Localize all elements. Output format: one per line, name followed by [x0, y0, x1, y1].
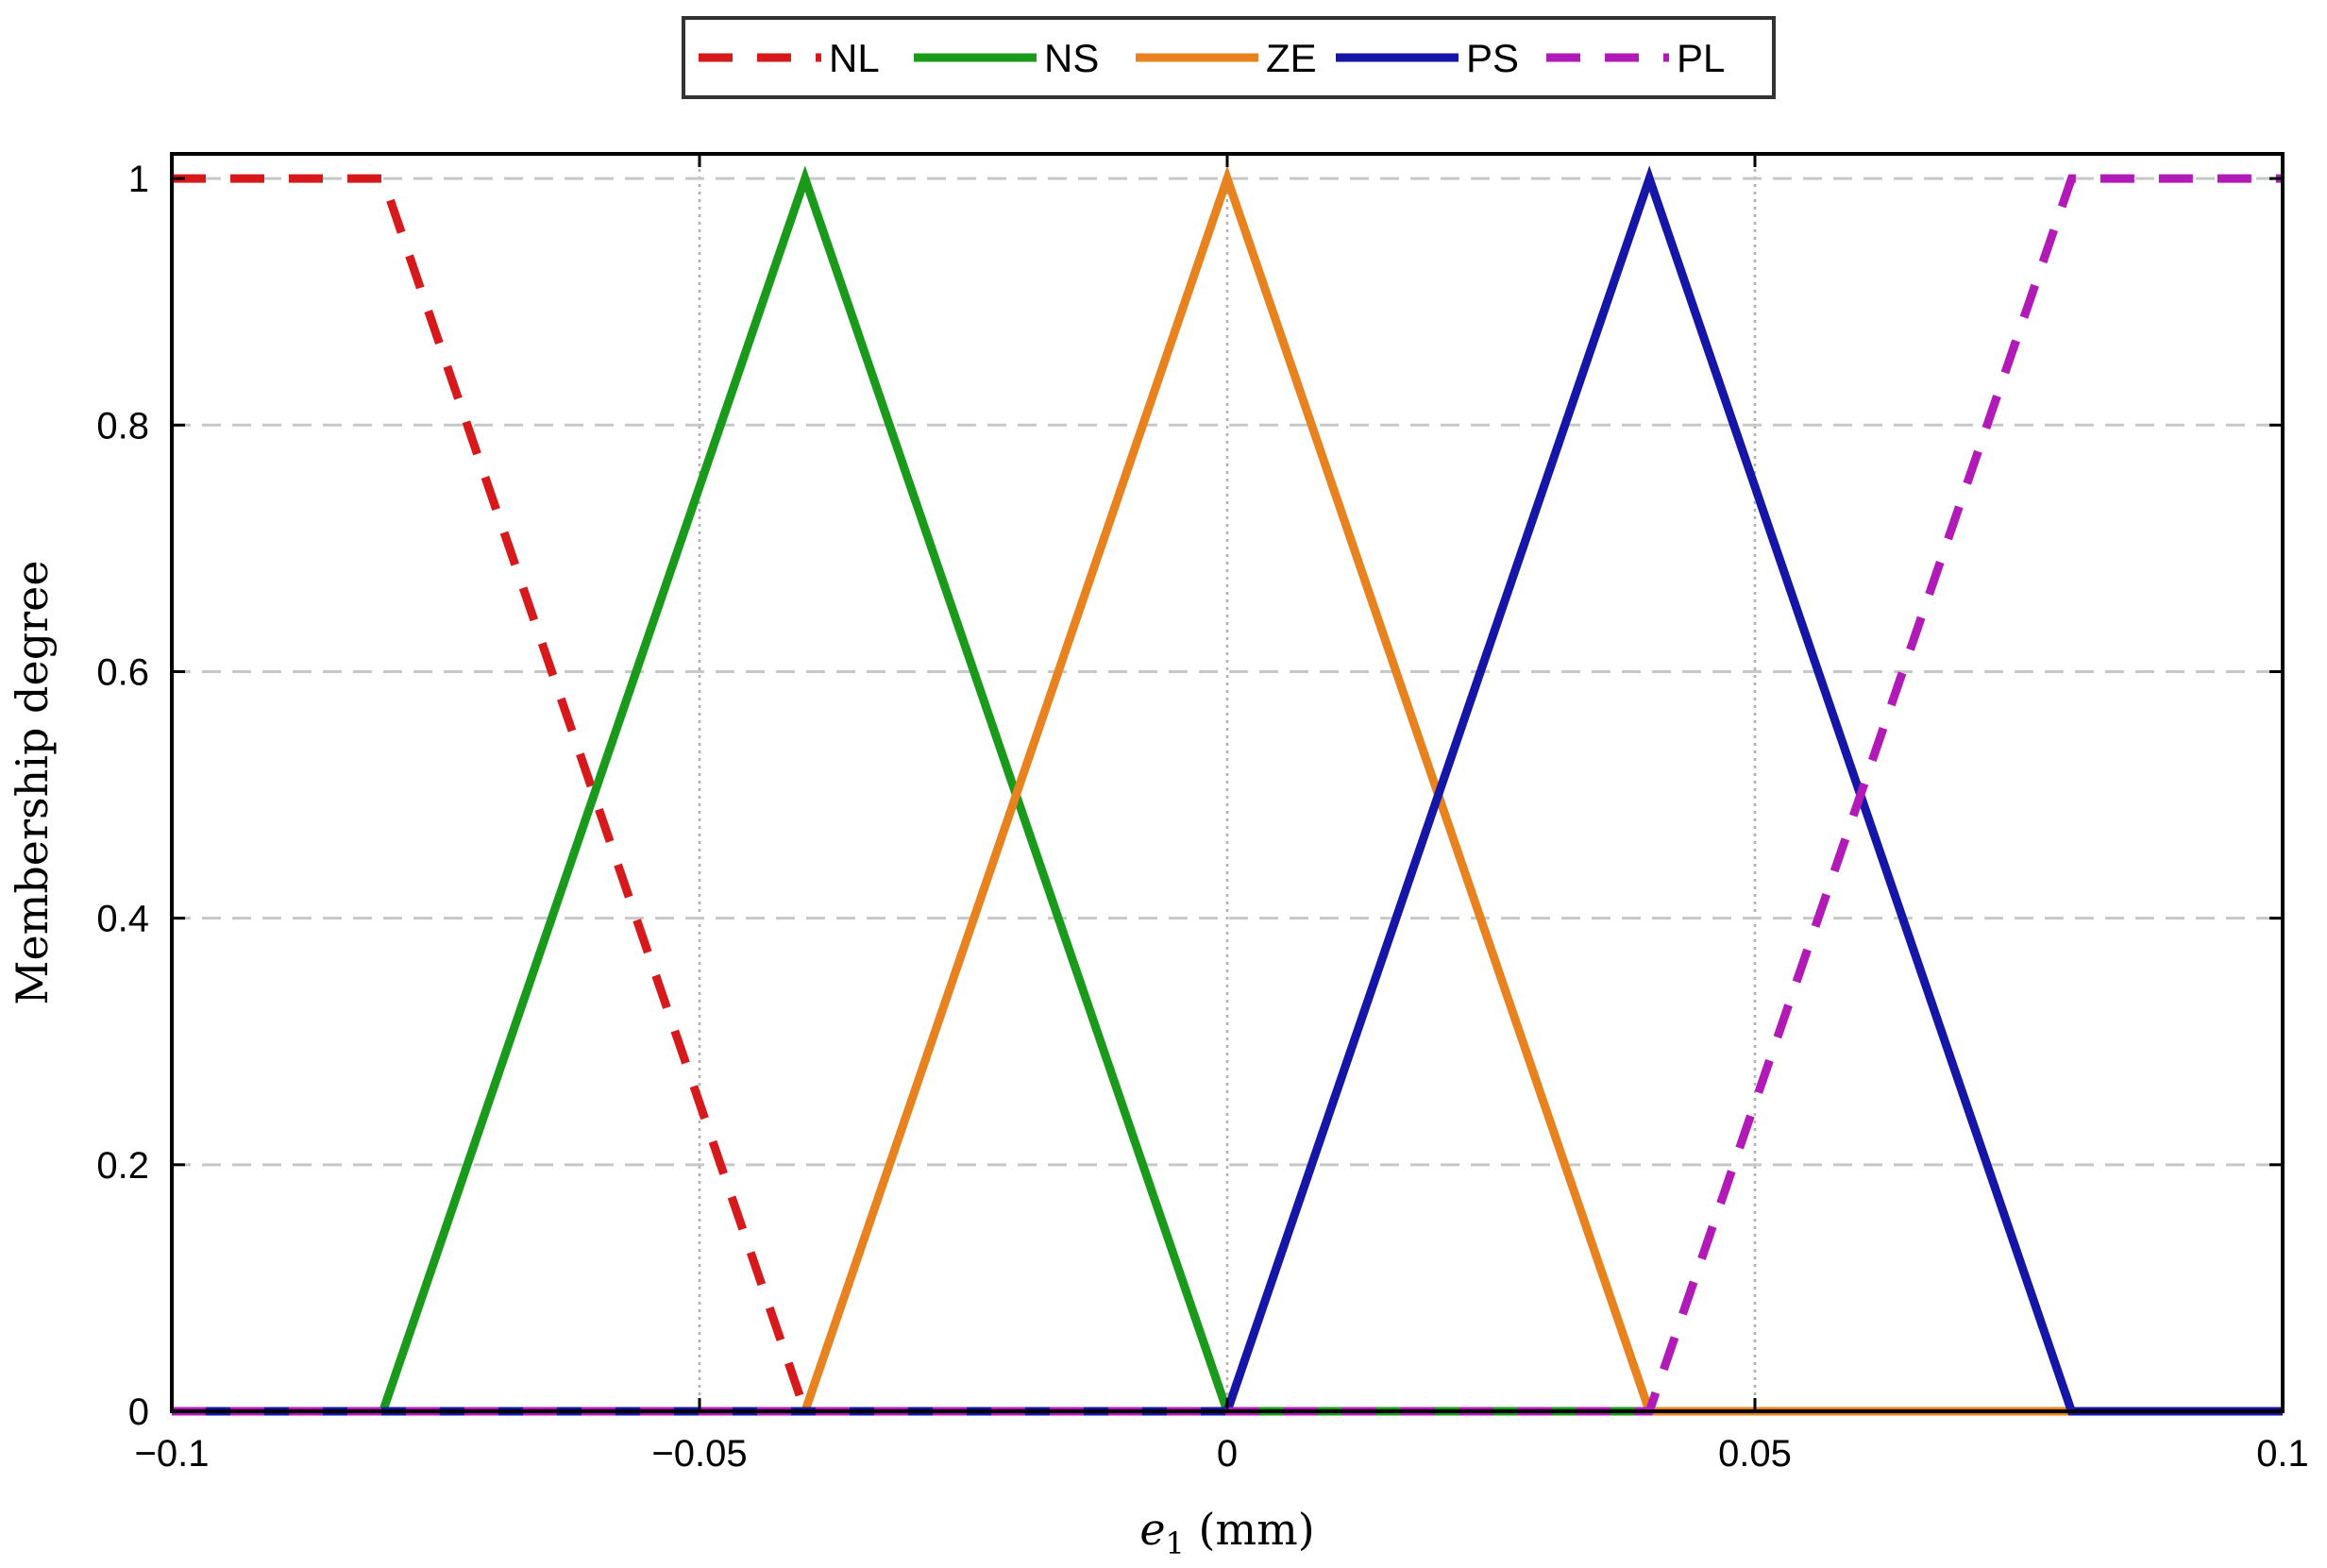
x-tick-label: 0.05 — [1718, 1433, 1792, 1475]
y-tick-label: 0.6 — [96, 651, 149, 693]
x-tick-label: 0 — [1217, 1433, 1238, 1475]
x-axis-title-unit: (mm) — [1185, 1504, 1315, 1555]
y-axis-title: Membership degree — [7, 560, 58, 1004]
y-tick-label: 0.4 — [96, 899, 149, 940]
y-tick-label: 0 — [128, 1391, 149, 1433]
y-tick-label: 1 — [128, 159, 149, 200]
legend-label-ze: ZE — [1266, 36, 1317, 80]
x-axis-title-symbol: e — [1139, 1504, 1165, 1555]
legend-label-ps: PS — [1466, 36, 1519, 80]
legend: NL NS ZE PS PL — [682, 16, 1776, 99]
x-tick-label: 0.1 — [2256, 1433, 2309, 1475]
x-tick-label: −0.1 — [135, 1433, 210, 1475]
x-tick-label: −0.05 — [651, 1433, 747, 1475]
y-tick-label: 0.2 — [96, 1145, 149, 1187]
series-line-pl — [172, 174, 2283, 1416]
y-tick-label: 0.8 — [96, 405, 149, 447]
axis-ticks: −0.1 −0.05 0 0.05 0.1 0 0.2 0.4 0.6 0.8 1 — [96, 154, 2309, 1475]
legend-label-nl: NL — [829, 36, 880, 80]
legend-label-ns: NS — [1044, 36, 1099, 80]
x-axis-title: e1 (mm) — [1139, 1504, 1314, 1561]
legend-label-pl: PL — [1677, 36, 1725, 80]
x-axis-title-subscript: 1 — [1166, 1526, 1185, 1561]
